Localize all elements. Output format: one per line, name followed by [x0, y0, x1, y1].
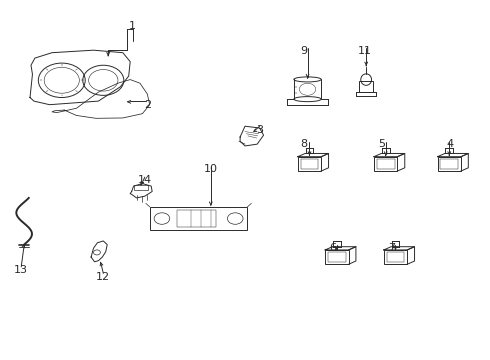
- Bar: [438, 157, 461, 171]
- Text: 13: 13: [14, 265, 28, 275]
- Text: 6: 6: [329, 243, 337, 253]
- Bar: [384, 250, 407, 264]
- Text: 10: 10: [204, 164, 218, 174]
- Text: 2: 2: [144, 100, 151, 110]
- Bar: [387, 252, 404, 262]
- Bar: [301, 159, 318, 169]
- Text: 9: 9: [300, 46, 307, 56]
- Text: 1: 1: [129, 21, 136, 31]
- Text: 8: 8: [300, 139, 307, 149]
- Bar: [298, 157, 321, 171]
- Bar: [377, 159, 394, 169]
- Text: 5: 5: [378, 139, 385, 149]
- Bar: [359, 81, 373, 92]
- Bar: [325, 250, 348, 264]
- Bar: [374, 157, 397, 171]
- Text: 4: 4: [447, 139, 454, 149]
- Text: 7: 7: [388, 243, 395, 253]
- Bar: [150, 207, 247, 230]
- Text: 3: 3: [256, 125, 263, 135]
- Bar: [176, 210, 216, 227]
- Bar: [441, 159, 458, 169]
- Text: 14: 14: [138, 175, 152, 185]
- Text: 12: 12: [96, 272, 110, 282]
- Bar: [328, 252, 345, 262]
- Bar: [134, 185, 148, 190]
- Text: 11: 11: [358, 46, 372, 56]
